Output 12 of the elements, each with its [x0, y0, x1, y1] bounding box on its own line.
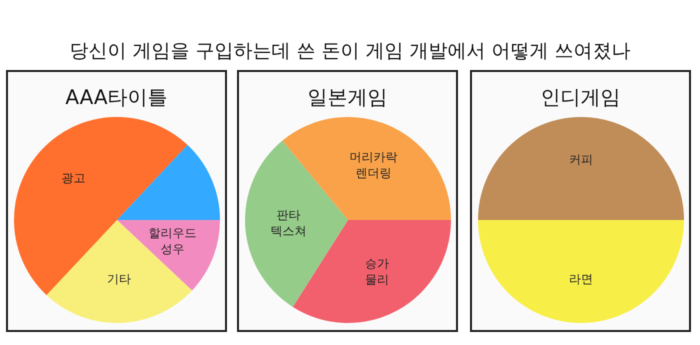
- slice-label: 할리우드 성우: [148, 226, 196, 256]
- slice-label: 라면: [568, 272, 592, 286]
- chart-title: AAA타이틀: [64, 84, 169, 111]
- slice-label: 기타: [106, 272, 130, 286]
- chart-title: 일본게임: [306, 84, 388, 111]
- text: 당신이 게임을 구입하는데 쓴 돈이 게임 개발에서 어떻게 쓰여졌나: [68, 39, 632, 64]
- slice-label: 판타 텍스쳐: [270, 208, 306, 238]
- slice-label: 광고: [60, 171, 85, 186]
- chart-title: 인디게임: [540, 84, 622, 111]
- slice-label: 머리카락 렌더링: [348, 150, 397, 180]
- slice-label: 커피: [568, 152, 592, 166]
- slice-label: 승가 물리: [364, 256, 388, 286]
